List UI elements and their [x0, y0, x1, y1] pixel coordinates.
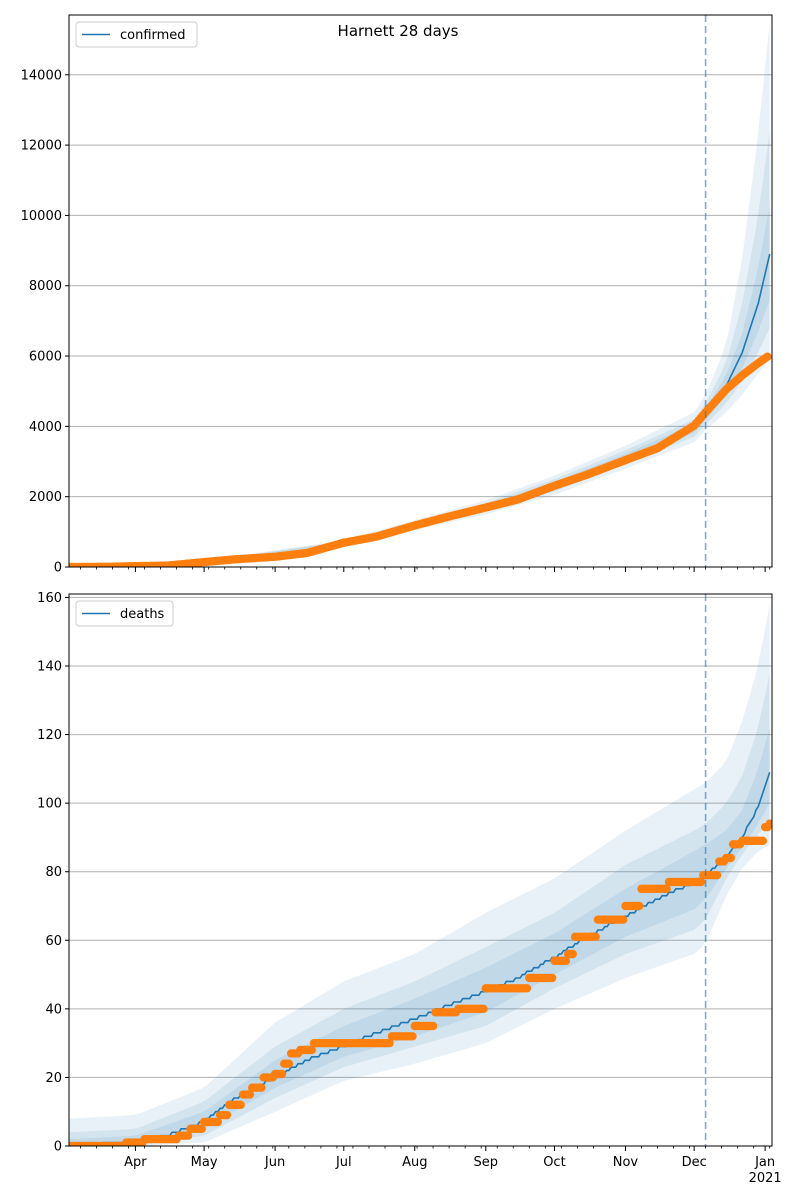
observed-point [307, 1045, 316, 1055]
observed-points [69, 352, 772, 567]
observed-point [763, 352, 772, 361]
observed-point [591, 932, 600, 942]
observed-point [385, 1038, 394, 1048]
legend-label: confirmed [120, 28, 186, 43]
y-tick-label: 120 [37, 728, 62, 743]
y-tick-label: 0 [54, 1140, 62, 1155]
observed-point [726, 853, 735, 863]
y-axis: 0 20 40 60 80 100 120 140 160 [37, 591, 69, 1155]
x-tick-label: Dec [682, 1155, 707, 1170]
y-tick-label: 160 [37, 591, 62, 606]
x-year-label: 2021 [749, 1171, 782, 1186]
x-tick-label: May [191, 1155, 218, 1170]
y-tick-label: 10000 [21, 209, 62, 224]
observed-point [758, 836, 768, 846]
observed-point [618, 915, 628, 924]
legend-box [75, 21, 198, 48]
x-axis [80, 567, 771, 572]
y-tick-label: 0 [54, 561, 62, 576]
legend: confirmed [75, 21, 198, 48]
observed-point [408, 1032, 417, 1041]
x-tick-label: Nov [613, 1155, 639, 1170]
observed-point [662, 884, 671, 894]
observed-point [236, 1100, 245, 1110]
x-tick-label: Oct [543, 1155, 565, 1170]
y-tick-label: 6000 [29, 350, 62, 365]
observed-point [197, 1124, 207, 1134]
observed-point [245, 1090, 255, 1099]
observed-point [183, 1131, 193, 1140]
y-tick-label: 2000 [29, 490, 62, 505]
y-tick-label: 12000 [21, 139, 62, 154]
figure-title: Harnett 28 days [338, 22, 459, 40]
y-tick-label: 14000 [21, 68, 62, 83]
observed-point [561, 956, 571, 966]
observed-point [765, 819, 772, 828]
observed-point [479, 1004, 488, 1014]
y-tick-label: 100 [37, 797, 62, 812]
observed-point [284, 1059, 294, 1068]
axes-frame [68, 593, 773, 1147]
observed-point [257, 1083, 266, 1092]
grid [69, 74, 772, 498]
y-tick-label: 40 [45, 1002, 62, 1017]
observed-point [712, 870, 722, 880]
x-tick-label: Sep [474, 1155, 499, 1170]
observed-point [522, 984, 532, 993]
confirmed-panel: 0 2000 4000 6000 8000 10000 12000 14000 confirme… [21, 14, 773, 576]
observed-points [69, 819, 772, 1146]
x-tick-label: Jan [754, 1155, 775, 1170]
axes-frame [68, 14, 773, 568]
observed-point [634, 901, 644, 911]
x-tick-label: Jun [264, 1155, 285, 1170]
observed-point [277, 1069, 287, 1079]
legend-label: deaths [120, 607, 165, 622]
legend-box [75, 600, 174, 627]
y-tick-label: 140 [37, 660, 62, 675]
y-axis: 0 2000 4000 6000 8000 10000 12000 14000 [21, 68, 69, 576]
y-tick-label: 20 [45, 1071, 62, 1086]
x-tick-label: Jul [335, 1155, 352, 1170]
plot-area [69, 22, 772, 567]
observed-point [428, 1021, 438, 1031]
legend: deaths [75, 600, 174, 627]
y-tick-label: 8000 [29, 279, 62, 294]
uncertainty-band-outer [69, 604, 770, 1146]
observed-point [547, 973, 557, 983]
grid [69, 596, 772, 1078]
observed-point [222, 1110, 232, 1120]
observed-point [696, 877, 706, 887]
model-median-line [69, 772, 771, 1146]
x-tick-label: Aug [402, 1155, 427, 1170]
y-tick-label: 80 [45, 865, 62, 880]
deaths-panel: 0 20 40 60 80 100 120 140 160 Apr May Jun Jul Aug Sep O… [37, 591, 782, 1186]
observed-point [568, 949, 577, 959]
x-tick-label: Apr [124, 1155, 147, 1170]
observed-point [213, 1117, 223, 1127]
y-tick-label: 60 [45, 934, 62, 949]
y-tick-label: 4000 [29, 420, 62, 435]
plot-area [69, 604, 772, 1146]
